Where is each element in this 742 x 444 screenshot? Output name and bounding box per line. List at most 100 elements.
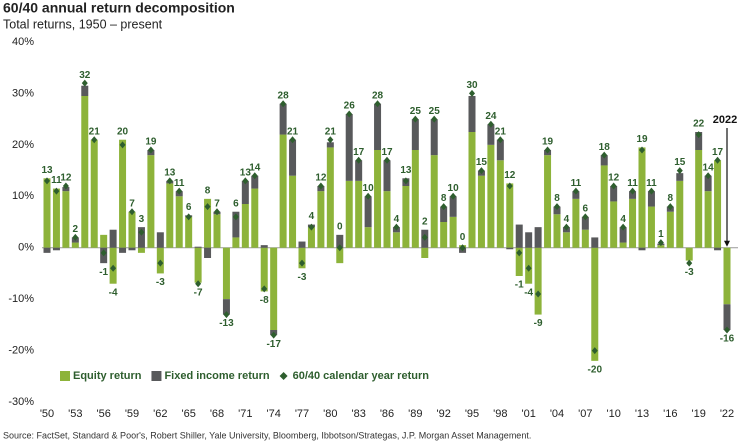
diamond-marker (648, 187, 655, 195)
data-label: 22 (693, 119, 705, 130)
bar-segment (676, 180, 684, 248)
data-label: -3 (685, 267, 694, 278)
diamond-marker (289, 136, 296, 144)
bar-segment (666, 211, 674, 248)
diamond-marker (270, 331, 277, 339)
diamond-marker (261, 285, 268, 293)
bar-segment (430, 119, 438, 156)
x-tick-label: '77 (295, 408, 309, 420)
x-tick-label: '10 (606, 408, 620, 420)
x-tick-label: '53 (68, 408, 82, 420)
diamond-marker (242, 177, 249, 185)
bar-segment (81, 85, 89, 96)
bar-segment (638, 147, 646, 248)
x-tick-label: '98 (493, 408, 507, 420)
data-label: -1 (99, 267, 108, 278)
bar-segment (43, 178, 51, 248)
bar-segment (270, 247, 278, 330)
diamond-marker (119, 141, 126, 149)
data-label: 0 (460, 232, 466, 243)
diamond-marker (506, 182, 513, 190)
diamond-marker (204, 203, 211, 211)
bar-segment (647, 191, 655, 207)
bar-segment (487, 124, 495, 145)
chart-subtitle: Total returns, 1950 – present (3, 17, 163, 31)
bar-segment (383, 191, 391, 248)
bar-segment (572, 198, 580, 248)
diamond-marker (478, 167, 485, 175)
diamond-marker (72, 233, 79, 241)
bar-segment (194, 246, 202, 248)
diamond-marker (214, 208, 220, 216)
y-tick-label: 0% (18, 242, 34, 254)
data-label: 4 (394, 214, 400, 225)
bar-segment (128, 247, 136, 251)
data-label: -4 (524, 287, 533, 298)
annotation: 2022 (713, 114, 737, 126)
data-label: 2 (73, 224, 79, 235)
diamond-marker (695, 131, 702, 139)
source: Source: FactSet, Standard & Poor's, Robe… (3, 430, 531, 440)
bar-segment (685, 247, 693, 261)
data-label: 21 (287, 126, 299, 137)
data-label: 19 (636, 134, 648, 145)
bar-segment (591, 237, 599, 248)
y-tick-label: 10% (12, 190, 34, 202)
data-label: 1 (658, 229, 664, 240)
diamond-marker (81, 79, 88, 87)
bar-segment (515, 224, 523, 248)
bar-segment (326, 147, 334, 248)
diamond-marker (554, 203, 560, 211)
diamond-marker (147, 146, 154, 154)
diamond-marker (487, 120, 494, 128)
data-label: -8 (260, 295, 269, 306)
x-tick-label: '95 (465, 408, 479, 420)
diamond-marker (724, 326, 730, 334)
bar-segment (251, 188, 259, 248)
legend-swatch (151, 371, 162, 381)
bar-segment (562, 232, 570, 248)
data-label: 17 (712, 147, 724, 158)
bar-segment (241, 180, 249, 204)
bar-segment (251, 175, 259, 189)
arrow-head (724, 240, 730, 247)
legend-label: Equity return (73, 370, 142, 382)
data-label: 6 (186, 202, 192, 213)
bar-segment (100, 234, 108, 248)
bar-segment (487, 144, 495, 248)
data-label: 18 (599, 142, 611, 153)
data-label: 8 (554, 193, 560, 204)
data-label: 30 (466, 80, 478, 91)
diamond-marker (402, 177, 409, 185)
bar-segment (232, 237, 240, 248)
diamond-marker (469, 89, 475, 97)
diamond-marker (355, 156, 362, 164)
legend-swatch (60, 371, 70, 381)
bar-segment (610, 201, 618, 248)
x-tick-label: '83 (351, 408, 365, 420)
data-label: 6 (583, 203, 589, 214)
diamond-marker (686, 259, 693, 267)
bar-segment (307, 227, 315, 248)
x-tick-label: '86 (380, 408, 394, 420)
data-label: 12 (504, 170, 516, 181)
bar-segment (723, 247, 731, 305)
bar-segment (374, 103, 382, 150)
bar-segment (600, 165, 608, 248)
data-label: 19 (145, 137, 157, 148)
data-label: 26 (344, 101, 356, 112)
bar-segment (411, 119, 419, 150)
diamond-marker (62, 182, 69, 190)
x-tick-label: '01 (521, 408, 535, 420)
diamond-marker (110, 264, 117, 272)
bar-segment (364, 227, 372, 248)
diamond-marker (185, 213, 192, 221)
bar-segment (336, 234, 344, 248)
x-tick-label: '92 (436, 408, 450, 420)
bar-segment (241, 204, 249, 248)
data-label: -4 (109, 287, 118, 298)
bar-segment (525, 232, 533, 248)
bar-segment (137, 227, 145, 248)
data-label: 4 (620, 214, 626, 225)
